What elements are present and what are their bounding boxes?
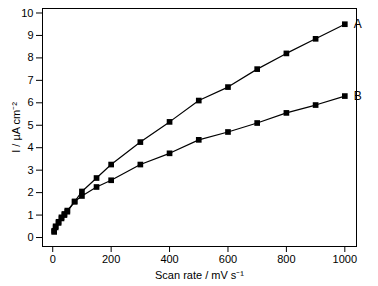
svg-text:5: 5 (27, 119, 33, 131)
svg-text:0: 0 (50, 253, 56, 265)
svg-text:4: 4 (27, 141, 33, 153)
svg-text:A: A (354, 17, 362, 31)
svg-text:1: 1 (27, 209, 33, 221)
svg-text:Scan rate / mV s⁻¹: Scan rate / mV s⁻¹ (155, 269, 244, 281)
svg-text:10: 10 (21, 7, 33, 19)
svg-text:1000: 1000 (333, 253, 357, 265)
svg-text:400: 400 (160, 253, 178, 265)
svg-text:8: 8 (27, 51, 33, 63)
svg-text:B: B (354, 89, 362, 103)
svg-text:200: 200 (102, 253, 120, 265)
svg-text:7: 7 (27, 74, 33, 86)
svg-text:3: 3 (27, 164, 33, 176)
svg-text:2: 2 (27, 186, 33, 198)
svg-text:0: 0 (27, 231, 33, 243)
svg-text:6: 6 (27, 96, 33, 108)
svg-text:I / µA cm⁻²: I / µA cm⁻² (10, 102, 22, 153)
svg-text:800: 800 (277, 253, 295, 265)
svg-text:600: 600 (219, 253, 237, 265)
svg-text:9: 9 (27, 29, 33, 41)
